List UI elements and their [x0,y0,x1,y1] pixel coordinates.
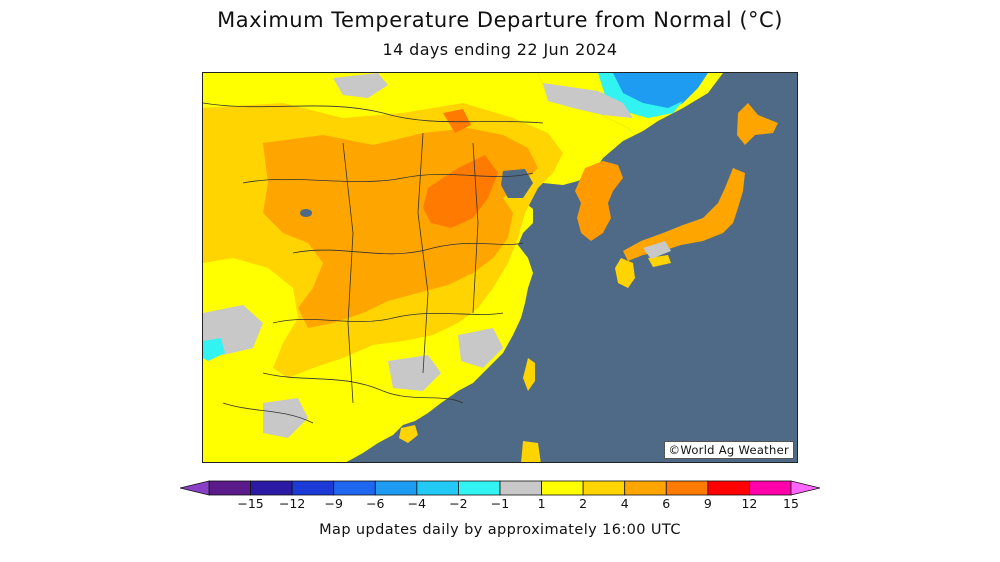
legend-tick-label: −15 [237,496,264,511]
hot-anomaly-core [423,155,498,228]
legend-tick-label: −2 [449,496,468,511]
map-credit: ©World Ag Weather [663,441,794,459]
legend-bin [250,480,293,496]
legend-tick-label: 9 [703,496,712,511]
legend-bin [416,480,459,496]
legend-tick-label: −4 [407,496,427,511]
korea-land [575,161,623,241]
qinghai-lake [300,209,312,217]
legend-tick-label: 15 [783,496,799,511]
japan-honshu [623,168,745,261]
near-normal-patch-japan [643,241,671,259]
map-canvas [203,73,797,462]
legend-tick-label: 1 [537,496,546,511]
legend-bin [499,480,542,496]
legend-tick-label: −12 [278,496,306,511]
legend-tick-label: 2 [579,496,588,511]
near-normal-patch-northeast [543,83,633,118]
legend-bin [541,480,584,496]
near-normal-patch-south2 [263,398,308,438]
legend-bin [707,480,750,496]
legend-bin [458,480,501,496]
taiwan [523,358,535,391]
legend-bin [333,480,376,496]
japan-hokkaido [737,103,778,145]
color-legend [180,480,820,496]
legend-tick-label: 12 [741,496,758,511]
near-normal-patch-southeast [458,328,503,368]
legend-max-arrow [790,480,820,496]
near-normal-patch-south [388,355,441,391]
legend-tick-label: −6 [366,496,385,511]
near-normal-patch-north [333,73,388,98]
legend-bin [291,480,335,496]
japan-shikoku [648,255,671,267]
legend-bin [374,480,418,496]
map-title: Maximum Temperature Departure from Norma… [217,8,783,32]
legend-bin [624,480,667,496]
yellow-sea [533,198,581,253]
border-lines [203,102,544,424]
legend-bin [749,480,792,496]
japan-kyushu [615,258,635,288]
philippines [521,441,541,462]
legend-min-arrow [180,480,210,496]
legend-bin [665,480,709,496]
cool-anomaly-west [203,338,225,361]
temperature-departure-map: ©World Ag Weather [202,72,798,463]
map-subtitle: 14 days ending 22 Jun 2024 [382,40,618,59]
legend-tick-label: −1 [490,496,510,511]
legend-bin [582,480,626,496]
update-note: Map updates daily by approximately 16:00… [319,522,681,538]
legend-bin [208,480,251,496]
hot-anomaly-west [443,109,471,133]
legend-tick-label: −9 [324,496,343,511]
legend-tick-label: 4 [620,496,629,511]
hainan [399,425,418,443]
legend-tick-label: 6 [662,496,671,511]
